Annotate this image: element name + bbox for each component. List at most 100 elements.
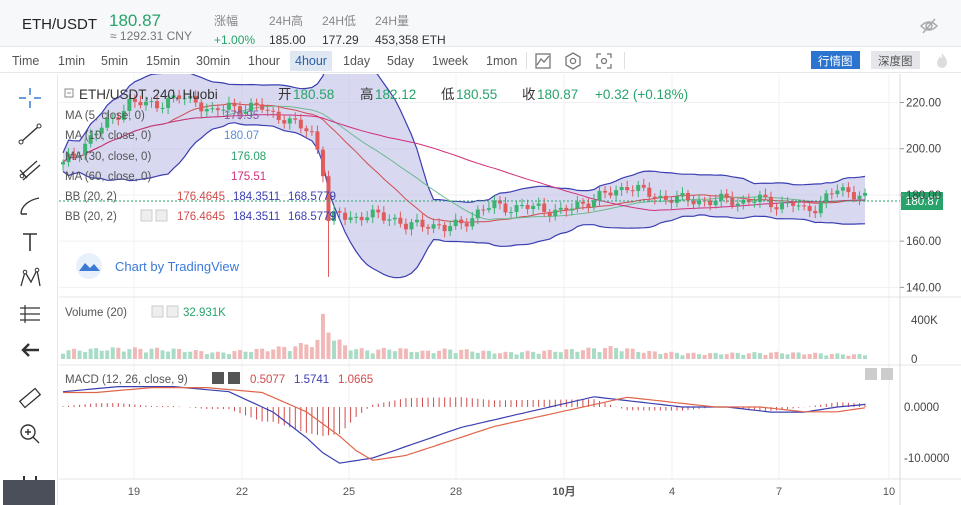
candle-body <box>304 128 309 132</box>
candle-body <box>348 217 353 220</box>
candle-body <box>243 111 248 114</box>
volume-bar <box>851 354 856 359</box>
candle-body <box>580 201 585 204</box>
brush-icon[interactable] <box>15 192 45 220</box>
back-arrow-icon[interactable] <box>15 336 45 364</box>
interval-time[interactable]: Time <box>12 54 40 68</box>
stat-value: 453,358 ETH <box>375 33 446 47</box>
volume-bar <box>304 344 309 359</box>
text-icon[interactable] <box>15 228 45 256</box>
settings-icon[interactable] <box>563 51 583 71</box>
candle-body <box>398 217 403 224</box>
interval-1hour[interactable]: 1hour <box>248 54 280 68</box>
ruler-icon[interactable] <box>15 384 45 412</box>
candle-body <box>105 118 110 128</box>
volume-bar <box>813 352 818 359</box>
volume-bar <box>763 354 768 359</box>
volume-bar <box>105 350 110 359</box>
candle-body <box>713 200 718 206</box>
candle-body <box>160 107 165 109</box>
macd-line-value: 1.5741 <box>294 374 329 386</box>
interval-4hour[interactable]: 4hour <box>290 51 332 71</box>
ohlc-high-label: 高 <box>360 86 374 102</box>
candle-body <box>741 199 746 204</box>
kline-view-button[interactable]: 行情图 <box>811 51 860 69</box>
candle-body <box>188 96 193 99</box>
settings-icon <box>151 305 164 318</box>
screenshot-icon[interactable] <box>594 51 614 71</box>
candle-body <box>514 205 519 212</box>
candle-body <box>863 192 867 196</box>
interval-5min[interactable]: 5min <box>101 54 129 68</box>
candle-body <box>72 153 77 156</box>
macd-histogram-value: 0.5077 <box>250 374 285 386</box>
volume-bar <box>61 353 65 359</box>
pitchfork-icon[interactable] <box>15 156 45 184</box>
volume-bar <box>309 347 314 359</box>
candle-body <box>320 149 325 177</box>
candle-body <box>453 219 458 227</box>
stat-label: 24H高 <box>269 14 304 28</box>
interval-15min[interactable]: 15min <box>146 54 181 68</box>
candle-body <box>757 194 762 202</box>
candle-body <box>824 193 829 203</box>
volume-bar <box>72 348 77 359</box>
macd-line <box>62 386 866 464</box>
ohlc-low-value: 180.55 <box>456 87 497 102</box>
stat-label: 24H低 <box>322 14 357 28</box>
volume-bar <box>824 355 829 359</box>
interval-30min[interactable]: 30min <box>196 54 231 68</box>
candle-body <box>149 101 154 103</box>
candle-body <box>840 187 845 191</box>
candle-body <box>536 203 541 206</box>
interval-5day[interactable]: 5day <box>387 54 415 68</box>
candlesticks <box>61 89 867 277</box>
volume-bar <box>497 353 502 359</box>
zoom-in-icon[interactable] <box>15 420 45 448</box>
volume-bar <box>785 354 790 359</box>
flame-icon[interactable] <box>932 51 952 71</box>
interval-1min[interactable]: 1min <box>58 54 86 68</box>
volume-bar <box>276 346 281 359</box>
candle-body <box>829 193 834 195</box>
volume-bar <box>448 349 453 359</box>
ma-value: 175.51 <box>231 171 266 183</box>
bb-upper: 184.3511 <box>233 191 280 203</box>
volume-bar <box>464 349 469 359</box>
macd-tick-label: 0.0000 <box>904 402 939 414</box>
candle-body <box>497 200 502 204</box>
volume-bar <box>116 347 121 359</box>
stat-value: +1.00% <box>214 33 256 47</box>
trend-line-icon[interactable] <box>15 120 45 148</box>
candle-body <box>625 187 630 191</box>
interval-1mon[interactable]: 1mon <box>486 54 518 68</box>
eye-off-icon[interactable] <box>919 16 939 36</box>
price-chart[interactable]: 180.87 220.00200.00180.00160.00140.00400… <box>59 74 961 505</box>
candle-body <box>88 135 93 144</box>
candle-body <box>674 196 679 203</box>
stat-label: 涨幅 <box>214 14 239 28</box>
volume-bar <box>525 350 530 359</box>
candle-body <box>110 117 115 119</box>
interval-1week[interactable]: 1week <box>432 54 469 68</box>
pattern-icon[interactable] <box>15 264 45 292</box>
collapse-legend-icon <box>64 88 74 98</box>
indicator-icon[interactable] <box>533 51 553 71</box>
interval-1day[interactable]: 1day <box>343 54 371 68</box>
toolbar-collapse-button[interactable] <box>3 480 55 505</box>
candle-body <box>138 101 143 106</box>
pane-up-icon <box>865 368 877 380</box>
candle-body <box>464 223 469 227</box>
measure-icon[interactable] <box>15 300 45 328</box>
candle-body <box>232 102 237 107</box>
volume-bar <box>376 349 381 359</box>
candle-body <box>293 118 298 120</box>
depth-view-button[interactable]: 深度图 <box>871 51 920 69</box>
candle-body <box>697 200 702 205</box>
volume-bar <box>348 350 353 359</box>
stat-value: 177.29 <box>322 33 359 47</box>
time-tick-label: 7 <box>776 486 782 498</box>
volume-bar <box>724 354 729 359</box>
volume-bar <box>846 355 851 359</box>
crosshair-icon[interactable] <box>15 84 45 112</box>
